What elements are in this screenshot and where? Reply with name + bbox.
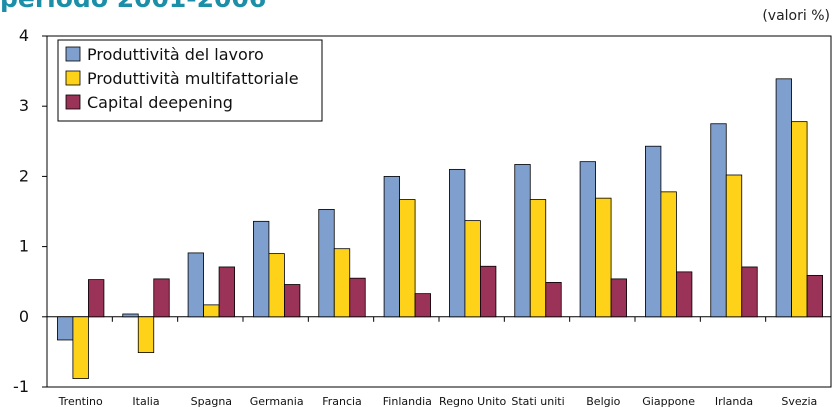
bar — [775, 78, 792, 318]
bar — [349, 277, 366, 318]
y-tick-label: 2 — [19, 166, 29, 185]
legend: Produttività del lavoro Produttività mult… — [57, 39, 323, 122]
bar — [57, 316, 74, 341]
legend-label: Capital deepening — [87, 93, 233, 112]
bar — [253, 220, 270, 318]
bar — [187, 252, 204, 318]
unit-note: (valori %) — [762, 8, 830, 24]
x-tick-label: Francia — [322, 395, 362, 407]
bar — [806, 274, 823, 318]
bar — [514, 164, 531, 318]
y-tick-label: 3 — [19, 96, 29, 115]
x-tick-label: Irlanda — [715, 395, 753, 407]
axes — [42, 35, 832, 388]
bar — [660, 191, 677, 318]
chart-title: periodo 2001-2006 — [0, 0, 266, 13]
legend-box — [57, 39, 323, 122]
bar — [414, 293, 431, 318]
x-tick-label: Stati uniti — [511, 395, 564, 407]
bar — [741, 266, 758, 318]
bar — [579, 161, 596, 318]
bars — [57, 78, 823, 379]
x-tick-labels: Trentino Italia Spagna Germania Francia Finla… — [58, 395, 818, 407]
bar — [318, 208, 335, 318]
legend-swatch — [65, 94, 81, 110]
bar — [153, 278, 170, 318]
bar — [595, 197, 612, 318]
bar — [725, 174, 743, 318]
bar — [449, 168, 466, 318]
bar — [333, 248, 351, 318]
legend-label: Produttività del lavoro — [87, 45, 264, 64]
bar — [480, 265, 497, 318]
x-tick-label: Belgio — [586, 395, 620, 407]
y-tick-label: -1 — [13, 377, 29, 396]
y-tick-label: 1 — [19, 237, 29, 256]
bar — [645, 145, 662, 318]
legend-swatch — [65, 46, 81, 62]
bar — [72, 316, 89, 379]
x-tick-label: Trentino — [58, 395, 103, 407]
x-tick-label: Germania — [250, 395, 304, 407]
y-tick-label: 0 — [19, 307, 29, 326]
bar — [545, 282, 562, 318]
bar — [383, 175, 400, 318]
legend-swatch — [65, 70, 81, 86]
bar — [268, 253, 285, 318]
bar — [203, 304, 220, 318]
x-tick-label: Spagna — [191, 395, 232, 407]
bar — [710, 123, 727, 318]
bar — [464, 220, 481, 318]
bar — [122, 313, 139, 318]
bar — [218, 266, 235, 318]
y-tick-label: 4 — [19, 26, 29, 45]
bar — [676, 271, 693, 318]
x-tick-label: Italia — [132, 395, 159, 407]
x-tick-label: Regno Unito — [439, 395, 506, 407]
x-tick-label: Svezia — [781, 395, 817, 407]
y-tick-labels: 4 3 2 1 0 -1 — [13, 26, 29, 396]
plot-frame — [46, 35, 832, 388]
x-tick-label: Finlandia — [383, 395, 432, 407]
bar — [137, 316, 155, 354]
x-tick-label: Giappone — [642, 395, 695, 407]
bar — [529, 199, 547, 318]
bar — [88, 279, 105, 318]
bar — [399, 199, 416, 318]
bar — [284, 284, 301, 318]
legend-label: Produttività multifattoriale — [87, 69, 299, 88]
bar — [791, 121, 808, 318]
bar — [610, 278, 627, 318]
